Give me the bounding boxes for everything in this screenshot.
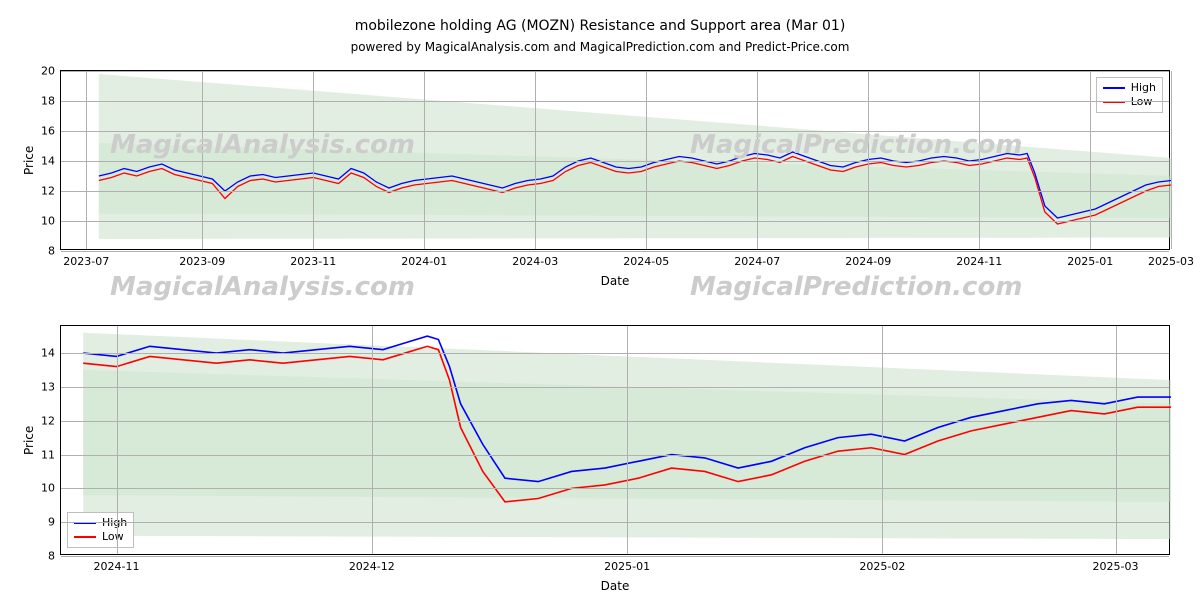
y-tick-label: 9 — [48, 516, 55, 529]
x-tick-label: 2024-07 — [734, 255, 780, 268]
bottom-chart-xlabel: Date — [60, 579, 1170, 593]
x-tick-label: 2025-03 — [1148, 255, 1194, 268]
y-tick-label: 20 — [41, 65, 55, 78]
grid-line — [1116, 326, 1117, 554]
y-tick-label: 12 — [41, 414, 55, 427]
legend-swatch — [1103, 87, 1125, 89]
legend-label: Low — [1131, 95, 1153, 109]
y-tick-label: 10 — [41, 482, 55, 495]
bottom-chart-ylabel: Price — [22, 426, 36, 455]
grid-line — [61, 101, 1169, 102]
y-tick-label: 8 — [48, 245, 55, 258]
grid-line — [424, 71, 425, 249]
x-tick-label: 2025-03 — [1093, 560, 1139, 573]
x-tick-label: 2024-03 — [512, 255, 558, 268]
legend-label: High — [1131, 81, 1156, 95]
x-tick-label: 2024-11 — [956, 255, 1002, 268]
bottom-chart: HighLow 8910111213142024-112024-122025-0… — [60, 325, 1170, 555]
legend-swatch — [74, 536, 96, 538]
top-chart: HighLow 81012141618202023-072023-092023-… — [60, 70, 1170, 250]
top-chart-ylabel: Price — [22, 146, 36, 175]
grid-line — [61, 251, 1169, 252]
figure: mobilezone holding AG (MOZN) Resistance … — [0, 0, 1200, 600]
bottom-chart-legend: HighLow — [67, 512, 134, 548]
x-tick-label: 2023-09 — [179, 255, 225, 268]
x-tick-label: 2024-01 — [401, 255, 447, 268]
x-tick-label: 2025-02 — [859, 560, 905, 573]
y-tick-label: 14 — [41, 347, 55, 360]
grid-line — [117, 326, 118, 554]
y-tick-label: 16 — [41, 125, 55, 138]
y-tick-label: 12 — [41, 185, 55, 198]
grid-line — [868, 71, 869, 249]
grid-line — [61, 191, 1169, 192]
grid-line — [535, 71, 536, 249]
legend-item: High — [1103, 81, 1156, 95]
grid-line — [61, 353, 1169, 354]
x-tick-label: 2024-11 — [94, 560, 140, 573]
top-chart-legend: HighLow — [1096, 77, 1163, 113]
grid-line — [313, 71, 314, 249]
y-tick-label: 14 — [41, 155, 55, 168]
grid-line — [757, 71, 758, 249]
legend-item: Low — [1103, 95, 1156, 109]
grid-line — [61, 131, 1169, 132]
y-tick-label: 11 — [41, 448, 55, 461]
legend-item: Low — [74, 530, 127, 544]
grid-line — [86, 71, 87, 249]
x-tick-label: 2024-12 — [349, 560, 395, 573]
grid-line — [61, 488, 1169, 489]
grid-line — [61, 387, 1169, 388]
grid-line — [61, 556, 1169, 557]
grid-line — [61, 161, 1169, 162]
grid-line — [1090, 71, 1091, 249]
x-tick-label: 2025-01 — [604, 560, 650, 573]
x-tick-label: 2024-09 — [845, 255, 891, 268]
y-tick-label: 10 — [41, 215, 55, 228]
x-tick-label: 2025-01 — [1067, 255, 1113, 268]
grid-line — [882, 326, 883, 554]
legend-label: Low — [102, 530, 124, 544]
x-tick-label: 2023-07 — [63, 255, 109, 268]
grid-line — [202, 71, 203, 249]
grid-line — [61, 71, 1169, 72]
y-tick-label: 13 — [41, 380, 55, 393]
grid-line — [646, 71, 647, 249]
grid-line — [627, 326, 628, 554]
x-tick-label: 2023-11 — [290, 255, 336, 268]
grid-line — [61, 522, 1169, 523]
grid-line — [61, 455, 1169, 456]
grid-line — [61, 421, 1169, 422]
top-chart-xlabel: Date — [60, 274, 1170, 288]
x-tick-label: 2024-05 — [623, 255, 669, 268]
grid-line — [1171, 71, 1172, 249]
y-tick-label: 18 — [41, 95, 55, 108]
grid-line — [61, 221, 1169, 222]
chart-subtitle: powered by MagicalAnalysis.com and Magic… — [0, 40, 1200, 54]
chart-title: mobilezone holding AG (MOZN) Resistance … — [0, 18, 1200, 34]
grid-line — [372, 326, 373, 554]
y-tick-label: 8 — [48, 550, 55, 563]
grid-line — [979, 71, 980, 249]
